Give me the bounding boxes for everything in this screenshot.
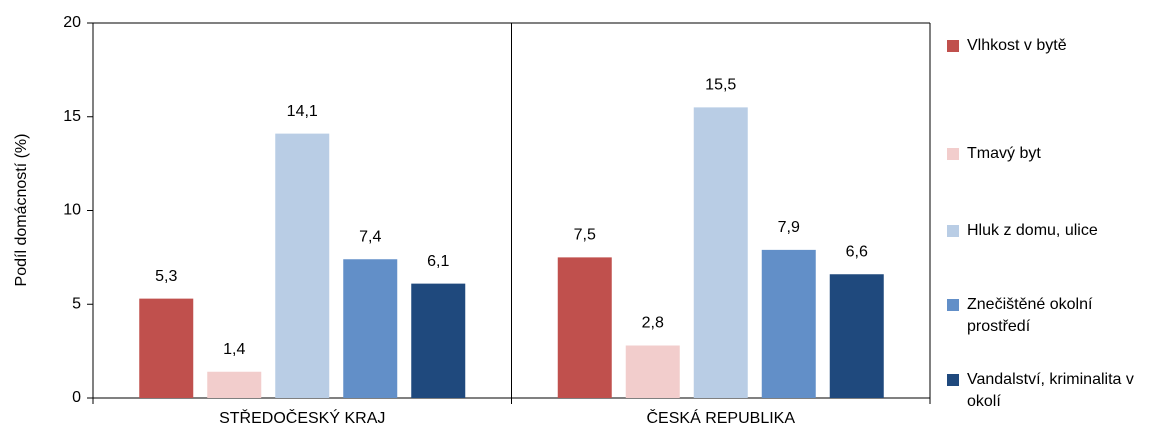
legend-label: Vlhkost v bytě [967,37,1067,54]
bar [693,107,748,398]
legend-label: Vandalství, kriminalita v okolí [967,371,1134,410]
y-tick-label: 15 [63,108,81,125]
value-label: 6,1 [427,253,449,270]
legend-swatch [947,299,959,311]
y-tick-label: 5 [72,295,81,312]
y-axis-label: Podíl domácností (%) [13,134,30,287]
legend-swatch [947,374,959,386]
value-label: 7,5 [574,227,596,244]
value-label: 2,8 [642,315,664,332]
legend-label: Hluk z domu, ulice [967,222,1098,239]
value-label: 6,6 [846,243,868,260]
x-tick-label: STŘEDOČESKÝ KRAJ [219,408,385,427]
value-label: 1,4 [223,341,245,358]
x-tick-label: ČESKÁ REPUBLIKA [647,408,796,427]
bar [275,133,330,398]
legend-swatch [947,225,959,237]
value-label: 5,3 [155,268,177,285]
legend-label: Znečištěné okolní prostředí [967,296,1093,335]
y-tick-label: 20 [63,14,81,31]
bar [557,257,612,398]
value-label: 7,4 [359,228,381,245]
legend-item: Vandalství, kriminalita v okolí [947,369,1162,413]
legend-item: Hluk z domu, ulice [947,220,1162,242]
legend-label: Tmavý byt [967,145,1041,162]
value-label: 7,9 [778,219,800,236]
value-label: 15,5 [705,77,736,94]
y-tick-label: 10 [63,202,81,219]
legend-swatch [947,40,959,52]
legend-item: Vlhkost v bytě [947,35,1162,57]
bar [829,274,884,398]
value-label: 14,1 [287,103,318,120]
bar [343,259,398,398]
legend-item: Tmavý byt [947,143,1162,165]
bar [625,345,680,398]
legend-swatch [947,148,959,160]
legend-item: Znečištěné okolní prostředí [947,294,1162,338]
bar [139,298,194,398]
y-tick-label: 0 [72,389,81,406]
bar [207,371,262,398]
bar [761,249,816,398]
bar [411,283,466,398]
